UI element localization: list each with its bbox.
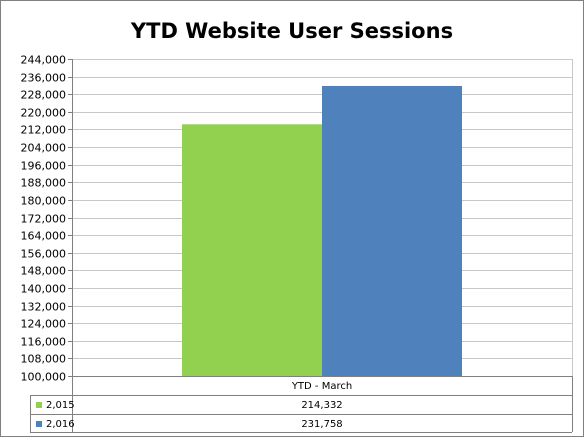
y-tick-label: 140,000 [21, 283, 67, 296]
y-tick-label: 180,000 [21, 195, 67, 208]
y-tick-label: 132,000 [21, 301, 67, 314]
legend-key-2015 [36, 402, 42, 408]
y-tick-label: 116,000 [21, 336, 67, 349]
table-value: 231,758 [301, 419, 342, 430]
y-tick-label: 236,000 [21, 72, 67, 85]
y-tick-label: 204,000 [21, 142, 67, 155]
y-tick-label: 124,000 [21, 318, 67, 331]
y-tick-label: 100,000 [21, 371, 67, 384]
y-tick-label: 196,000 [21, 160, 67, 173]
legend-key-2016 [36, 421, 42, 427]
data-table: YTD - March 2,015 214,332 2,016 231,758 [30, 376, 573, 433]
y-tick-label: 156,000 [21, 248, 67, 261]
y-tick-label: 164,000 [21, 230, 67, 243]
y-tick-label: 172,000 [21, 213, 67, 226]
y-tick-label: 220,000 [21, 107, 67, 120]
y-tick-label: 148,000 [21, 265, 67, 278]
y-tick-label: 212,000 [21, 124, 67, 137]
chart-title: YTD Website User Sessions [130, 19, 453, 43]
y-tick-label: 228,000 [21, 89, 67, 102]
table-value: 214,332 [301, 400, 342, 411]
y-axis-ticks: 100,000 108,000 116,000 124,000 132,000 140,0… [21, 54, 72, 384]
y-tick-label: 244,000 [21, 54, 67, 67]
legend-series-name: 2,015 [46, 400, 75, 411]
bar-2015 [182, 124, 322, 376]
legend-series-name: 2,016 [46, 419, 75, 430]
bar-2016 [322, 85, 462, 376]
y-tick-label: 188,000 [21, 177, 67, 190]
y-tick-label: 108,000 [21, 353, 67, 366]
bars [182, 85, 462, 376]
x-category-label: YTD - March [291, 381, 352, 392]
